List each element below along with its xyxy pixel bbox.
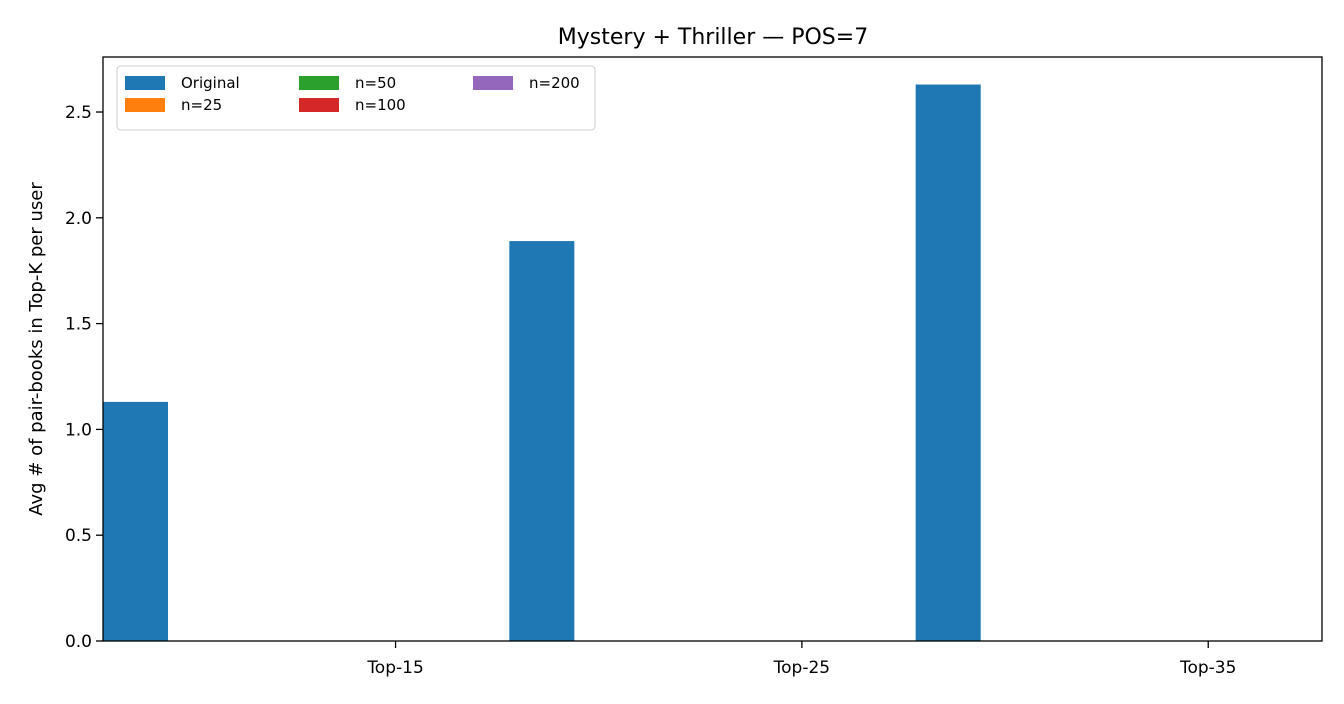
legend-swatch — [473, 76, 513, 90]
legend-label: n=50 — [355, 74, 396, 92]
bar-original-top-35 — [915, 84, 981, 641]
bar-original-top-15 — [103, 401, 169, 641]
chart-title: Mystery + Thriller — POS=7 — [558, 25, 868, 50]
legend-label: Original — [181, 74, 240, 92]
x-tick-label: Top-25 — [773, 658, 830, 678]
legend-label: n=200 — [529, 74, 580, 92]
y-tick-label: 1.0 — [65, 420, 92, 440]
y-tick-label: 0.0 — [65, 632, 92, 652]
bars-layer — [103, 84, 981, 641]
y-tick-label: 2.5 — [65, 103, 92, 123]
y-tick-label: 2.0 — [65, 209, 92, 229]
legend: Original n=25 n=50 n=100 n=200 — [116, 65, 596, 131]
x-tick-label: Top-15 — [366, 658, 423, 678]
x-tick-label: Top-35 — [1179, 658, 1236, 678]
y-axis: 0.0 0.5 1.0 1.5 2.0 2.5 — [65, 103, 103, 652]
legend-swatch — [125, 98, 165, 112]
y-axis-label: Avg # of pair-books in Top-K per user — [26, 182, 47, 516]
y-tick-label: 1.5 — [65, 315, 92, 335]
x-axis: Top-15 Top-25 Top-35 — [366, 641, 1236, 678]
legend-swatch — [299, 98, 339, 112]
legend-label: n=100 — [355, 96, 406, 114]
legend-label: n=25 — [181, 96, 222, 114]
legend-swatch — [125, 76, 165, 90]
plot-frame — [102, 56, 1323, 642]
y-tick-label: 0.5 — [65, 526, 92, 546]
legend-swatch — [299, 76, 339, 90]
bar-original-top-25 — [509, 241, 575, 641]
